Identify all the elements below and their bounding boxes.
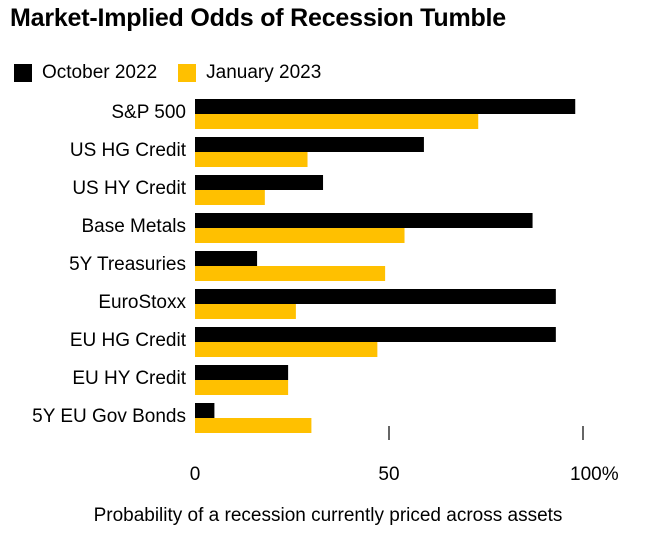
- bar-october-2022-us-hy-credit: [195, 175, 324, 190]
- legend-entry-january-2023: January 2023: [178, 62, 321, 84]
- bar-october-2022-eu-hy-credit: [195, 365, 289, 380]
- chart-title: Market-Implied Odds of Recession Tumble: [10, 4, 506, 32]
- bar-january-2023-eu-hy-credit: [195, 380, 289, 395]
- bar-january-2023-us-hy-credit: [195, 190, 265, 205]
- x-tick-label-0: 0: [190, 464, 201, 485]
- bar-january-2023-eurostoxx: [195, 304, 296, 319]
- bar-october-2022-sandp-500: [195, 99, 576, 114]
- bar-january-2023-sandp-500: [195, 114, 479, 129]
- bar-january-2023-5y-treasuries: [195, 266, 386, 281]
- category-label-us-hg-credit: US HG Credit: [70, 140, 187, 161]
- legend-swatch-october-2022: [14, 64, 32, 82]
- x-axis-label: Probability of a recession currently pri…: [93, 505, 563, 526]
- bar-january-2023-base-metals: [195, 228, 405, 243]
- bar-october-2022-base-metals: [195, 213, 533, 228]
- legend-entry-october-2022: October 2022: [14, 62, 157, 84]
- legend-label-october-2022: October 2022: [42, 62, 158, 83]
- bar-october-2022-eu-hg-credit: [195, 327, 556, 342]
- legend: October 2022 January 2023: [14, 62, 342, 84]
- category-label-us-hy-credit: US HY Credit: [72, 178, 186, 199]
- bar-october-2022-5y-treasuries: [195, 251, 258, 266]
- category-label-eu-hg-credit: EU HG Credit: [70, 330, 187, 351]
- bar-january-2023-eu-hg-credit: [195, 342, 378, 357]
- bar-january-2023-us-hg-credit: [195, 152, 308, 167]
- legend-label-january-2023: January 2023: [206, 62, 322, 83]
- bar-january-2023-5y-eu-gov-bonds: [195, 418, 312, 433]
- legend-swatch-january-2023: [178, 64, 197, 82]
- bar-october-2022-us-hg-credit: [195, 137, 424, 152]
- category-label-base-metals: Base Metals: [81, 216, 186, 237]
- x-tick-label-2: 100%: [570, 464, 619, 485]
- category-label-5y-eu-gov-bonds: 5Y EU Gov Bonds: [32, 406, 186, 427]
- category-label-eu-hy-credit: EU HY Credit: [72, 368, 186, 389]
- bar-october-2022-5y-eu-gov-bonds: [195, 403, 215, 418]
- x-tick-label-1: 50: [378, 464, 399, 485]
- bar-october-2022-eurostoxx: [195, 289, 556, 304]
- category-label-5y-treasuries: 5Y Treasuries: [69, 254, 186, 275]
- category-label-sandp-500: S&P 500: [111, 102, 186, 123]
- category-label-eurostoxx: EuroStoxx: [98, 292, 186, 313]
